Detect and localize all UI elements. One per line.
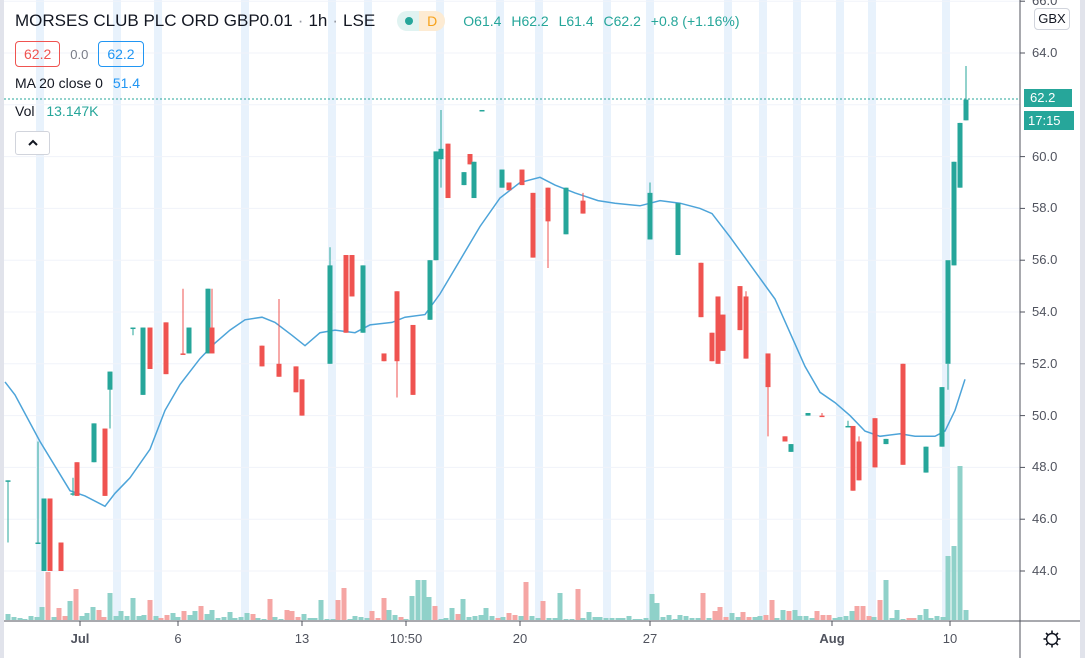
close-value: C62.2 [603, 13, 641, 29]
time-tick-label: Jul [70, 631, 90, 646]
price-tick-label: 56.0 [1032, 252, 1058, 268]
market-open-dot-icon [405, 17, 414, 25]
time-tick-label: 13 [294, 631, 310, 646]
chevron-up-icon [27, 139, 38, 146]
price-grid [4, 0, 1020, 572]
time-tick-label: 6 [174, 631, 182, 646]
price-tick-label: 48.0 [1032, 459, 1058, 475]
price-tick-marks [1020, 0, 1025, 572]
exchange-label: LSE [343, 11, 376, 30]
volume-indicator-label: Vol [15, 103, 35, 119]
bar-countdown-label: 17:15 [1024, 111, 1074, 130]
currency-button[interactable]: GBX [1034, 8, 1070, 30]
open-value: O61.4 [463, 13, 502, 29]
volume-bars [5, 466, 969, 620]
symbol-name[interactable]: MORSES CLUB PLC ORD GBP0.01 [15, 11, 293, 30]
time-tick-label: Aug [819, 631, 845, 646]
left-panel-edge [0, 0, 4, 658]
delayed-data-badge[interactable]: D [419, 11, 446, 31]
gear-icon [1043, 630, 1061, 648]
volume-indicator-legend[interactable]: Vol 13.147K [15, 103, 746, 121]
price-tick-label: 44.0 [1032, 563, 1058, 578]
high-value: H62.2 [511, 13, 549, 29]
price-tick-label: 54.0 [1032, 304, 1058, 319]
ohlc-values: O61.4 H62.2 L61.4 C62.2 +0.8 (+1.16%) [463, 13, 745, 29]
collapse-legend-button[interactable] [15, 131, 50, 155]
candlesticks [5, 65, 969, 571]
price-tick-label: 58.0 [1032, 200, 1058, 216]
chart-legend: MORSES CLUB PLC ORD GBP0.01 · 1h · LSE D… [15, 8, 746, 155]
symbol-title-row: MORSES CLUB PLC ORD GBP0.01 · 1h · LSE D… [15, 8, 746, 34]
ma-indicator-legend[interactable]: MA 20 close 0 51.4 [15, 75, 746, 93]
price-tick-label: 60.0 [1032, 148, 1058, 164]
ma-indicator-value: 51.4 [112, 75, 141, 91]
quote-row: 62.2 0.0 62.2 [15, 41, 746, 67]
sell-price-button[interactable]: 62.2 [15, 41, 61, 67]
ma-line [4, 176, 966, 508]
price-tick-label: 46.0 [1032, 511, 1058, 527]
change-value: +0.8 (+1.16%) [650, 13, 740, 29]
time-tick-label: 10:50 [389, 631, 423, 646]
price-tick-label: 64.0 [1032, 45, 1058, 60]
last-price-label: 62.2 [1024, 89, 1072, 107]
price-tick-label: 52.0 [1032, 355, 1058, 371]
interval-label[interactable]: 1h [308, 11, 328, 30]
chart-settings-button[interactable] [1040, 627, 1064, 651]
price-tick-label: 66.0 [1032, 0, 1058, 9]
time-tick-label: 27 [642, 631, 658, 646]
market-status-badge[interactable]: D [397, 11, 446, 31]
ma-indicator-label: MA 20 close 0 [15, 75, 103, 91]
spread-value: 0.0 [70, 46, 89, 62]
title-separator: · [332, 11, 339, 30]
time-tick-marks [79, 621, 951, 626]
low-value: L61.4 [558, 13, 594, 29]
time-tick-label: 20 [512, 631, 528, 646]
time-tick-label: 10 [942, 631, 958, 646]
title-separator: · [297, 11, 304, 30]
price-tick-label: 50.0 [1032, 407, 1058, 423]
buy-price-button[interactable]: 62.2 [98, 41, 144, 67]
volume-indicator-value: 13.147K [46, 103, 99, 119]
right-panel-edge [1080, 0, 1085, 658]
